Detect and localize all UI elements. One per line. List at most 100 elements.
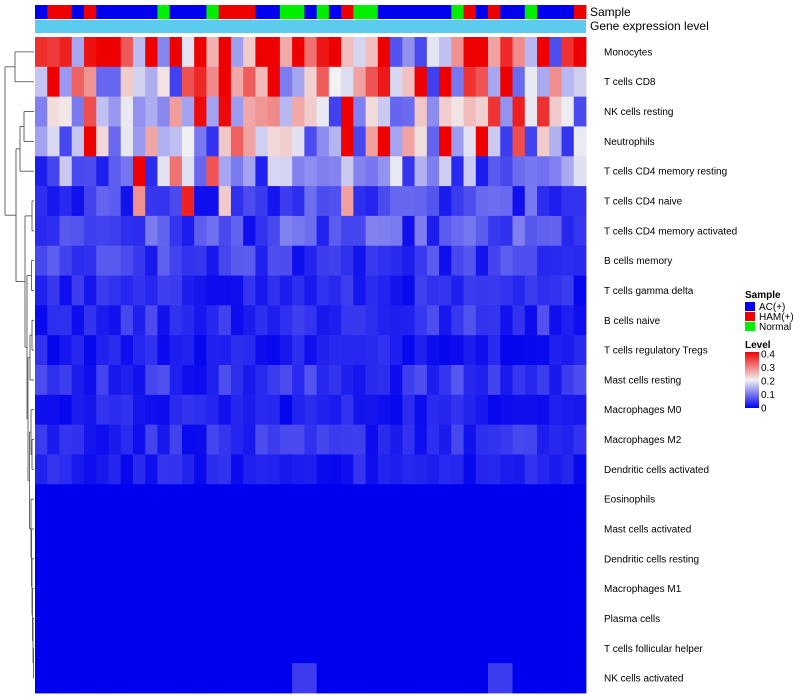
heatmap-cell — [96, 186, 109, 217]
heatmap-cell — [71, 424, 85, 455]
legend-tick-label: 0.2 — [761, 377, 775, 388]
heatmap-cell — [145, 156, 158, 187]
row-label: B cells naive — [604, 316, 661, 327]
heatmap-cell — [500, 156, 513, 187]
heatmap-cell — [316, 275, 330, 306]
heatmap-cell — [353, 335, 366, 366]
heatmap-cell — [475, 633, 489, 664]
heatmap-cell — [316, 96, 330, 127]
heatmap-cell — [316, 245, 330, 276]
heatmap-cell — [157, 424, 171, 455]
heatmap-cell — [475, 335, 489, 366]
heatmap-cell — [243, 215, 256, 247]
heatmap-cell — [451, 424, 464, 455]
heatmap-cell — [549, 245, 562, 276]
heatmap-cell — [573, 215, 587, 247]
heatmap-cell — [279, 245, 293, 276]
heatmap-cell — [414, 603, 428, 634]
heatmap-cell — [512, 603, 526, 634]
heatmap-cell — [255, 454, 269, 485]
heatmap-cell — [402, 305, 415, 336]
heatmap-cell — [157, 275, 171, 306]
heatmap-cell — [402, 37, 415, 68]
heatmap-cell — [512, 663, 526, 694]
sample-annotation-track — [35, 5, 587, 19]
heatmap-cell — [108, 275, 122, 306]
heatmap-cell — [145, 394, 158, 426]
heatmap-cell — [414, 543, 428, 575]
heatmap-cell — [328, 245, 342, 276]
heatmap-cell — [59, 245, 73, 276]
heatmap-cell — [132, 484, 146, 515]
heatmap-cell — [549, 156, 562, 187]
heatmap-cell — [463, 543, 477, 575]
heatmap-cell — [243, 96, 256, 127]
heatmap-cell — [230, 454, 244, 485]
heatmap-cell — [206, 275, 220, 306]
gene-expression-annotation-track — [35, 20, 586, 33]
heatmap-cell — [206, 454, 220, 485]
heatmap-cell — [181, 424, 195, 455]
heatmap-cell — [83, 37, 97, 68]
heatmap-cell — [316, 663, 330, 694]
heatmap-cell — [475, 245, 489, 276]
heatmap-cell — [145, 126, 158, 157]
heatmap-cell — [328, 275, 342, 306]
heatmap-cell — [353, 514, 366, 545]
heatmap-cell — [402, 156, 415, 187]
heatmap-cell — [35, 66, 48, 98]
heatmap-cell — [341, 573, 354, 604]
heatmap-cell — [500, 514, 513, 545]
heatmap-cell — [108, 335, 122, 366]
heatmap-cell — [390, 37, 403, 68]
heatmap-cell — [47, 484, 60, 515]
heatmap-cell — [35, 663, 48, 694]
heatmap-cell — [279, 335, 293, 366]
heatmap-cell — [120, 633, 134, 664]
heatmap-cell — [181, 394, 195, 426]
heatmap-cell — [573, 573, 587, 604]
heatmap-cell — [267, 365, 281, 396]
heatmap-cell — [59, 394, 73, 426]
heatmap-cell — [304, 186, 318, 217]
heatmap-cell — [537, 66, 550, 98]
heatmap-cell — [120, 543, 134, 575]
row-label: Macrophages M1 — [604, 584, 682, 595]
heatmap-cell — [304, 156, 318, 187]
heatmap-cell — [390, 275, 403, 306]
heatmap-cell — [524, 335, 538, 366]
heatmap-cell — [573, 275, 587, 306]
heatmap-cell — [35, 275, 48, 306]
heatmap-cell — [230, 215, 244, 247]
heatmap-cell — [512, 96, 526, 127]
heatmap-cell — [71, 335, 85, 366]
heatmap-cell — [292, 633, 305, 664]
heatmap-cell — [426, 156, 440, 187]
heatmap-cell — [206, 424, 220, 455]
heatmap-cell — [181, 633, 195, 664]
sample-annotation-cell — [573, 5, 587, 19]
heatmap-cell — [500, 215, 513, 247]
heatmap-cell — [573, 156, 587, 187]
heatmap-cell — [463, 156, 477, 187]
heatmap-cell — [561, 245, 575, 276]
heatmap-cell — [341, 484, 354, 515]
legend-group-label: Normal — [759, 322, 791, 333]
heatmap-cell — [169, 365, 183, 396]
heatmap-cell — [365, 126, 379, 157]
heatmap-cell — [169, 514, 183, 545]
heatmap-cell — [157, 365, 171, 396]
heatmap-cell — [96, 365, 109, 396]
heatmap-cell — [414, 186, 428, 217]
heatmap-cell — [451, 245, 464, 276]
heatmap-cell — [292, 573, 305, 604]
heatmap-cell — [426, 663, 440, 694]
heatmap-cell — [524, 603, 538, 634]
heatmap-cell — [194, 37, 207, 68]
sample-annotation-cell — [561, 5, 575, 19]
heatmap-cell — [341, 335, 354, 366]
heatmap-cell — [230, 305, 244, 336]
heatmap-cell — [218, 275, 232, 306]
heatmap-cell — [59, 37, 73, 68]
heatmap-cell — [145, 275, 158, 306]
